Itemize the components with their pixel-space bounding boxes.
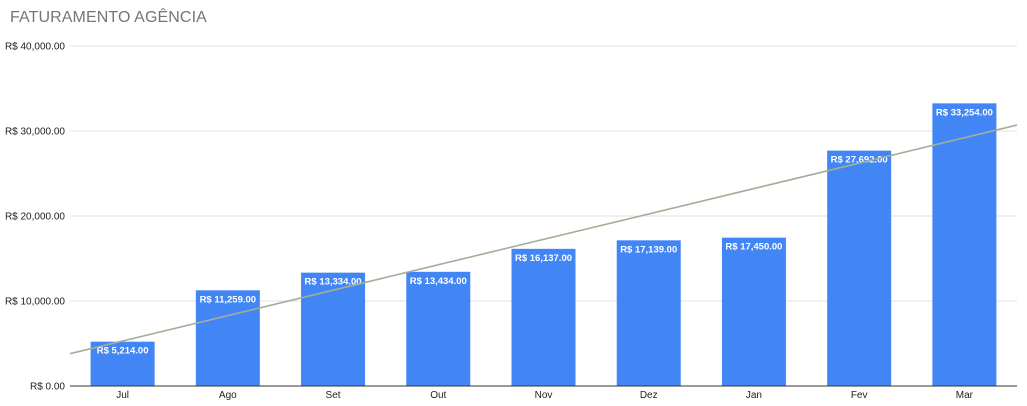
bar-data-label: R$ 33,254.00	[936, 107, 993, 118]
bar	[932, 103, 997, 386]
x-tick-label: Nov	[535, 390, 553, 401]
bar-layer	[90, 103, 997, 386]
bar	[90, 341, 155, 386]
chart-title: FATURAMENTO AGÊNCIA	[10, 9, 207, 26]
bar	[721, 237, 786, 386]
bar	[511, 248, 576, 386]
y-tick-label: R$ 40,000.00	[5, 42, 65, 53]
trendline-layer	[69, 124, 1018, 355]
bar-data-label: R$ 17,450.00	[725, 242, 782, 253]
data-label-layer: R$ 5,214.00 R$ 11,259.00 R$ 13,334.00 R$ 13…	[97, 107, 993, 356]
x-tick-label: Ago	[219, 390, 237, 401]
y-tick-label: R$ 0.00	[30, 382, 65, 393]
bar-data-label: R$ 13,334.00	[305, 277, 362, 288]
x-tick-label: Set	[326, 390, 341, 401]
bar-data-label: R$ 27,692.00	[831, 155, 888, 166]
x-tick-label: Mar	[956, 390, 974, 401]
x-tick-label: Dez	[640, 390, 658, 401]
bar	[616, 240, 681, 386]
bar	[827, 150, 892, 386]
y-tick-label: R$ 30,000.00	[5, 127, 65, 138]
y-tick-label: R$ 20,000.00	[5, 212, 65, 223]
x-tick-label: Out	[430, 390, 446, 401]
x-tick-label: Fev	[851, 390, 868, 401]
bar-data-label: R$ 17,139.00	[620, 244, 677, 255]
bar	[301, 272, 366, 386]
trendline	[69, 124, 1018, 355]
bar	[195, 290, 260, 386]
bar-data-label: R$ 11,259.00	[200, 294, 257, 305]
bar-data-label: R$ 16,137.00	[515, 253, 572, 264]
bar	[406, 271, 471, 386]
bar-data-label: R$ 5,214.00	[97, 346, 149, 357]
y-tick-label: R$ 10,000.00	[5, 297, 65, 308]
axis-layer: R$ 0.00 R$ 10,000.00 R$ 20,000.00 R$ 30,000…	[5, 42, 1017, 401]
bar-data-label: R$ 13,434.00	[410, 276, 467, 287]
x-tick-label: Jan	[746, 390, 762, 401]
x-tick-label: Jul	[116, 390, 129, 401]
